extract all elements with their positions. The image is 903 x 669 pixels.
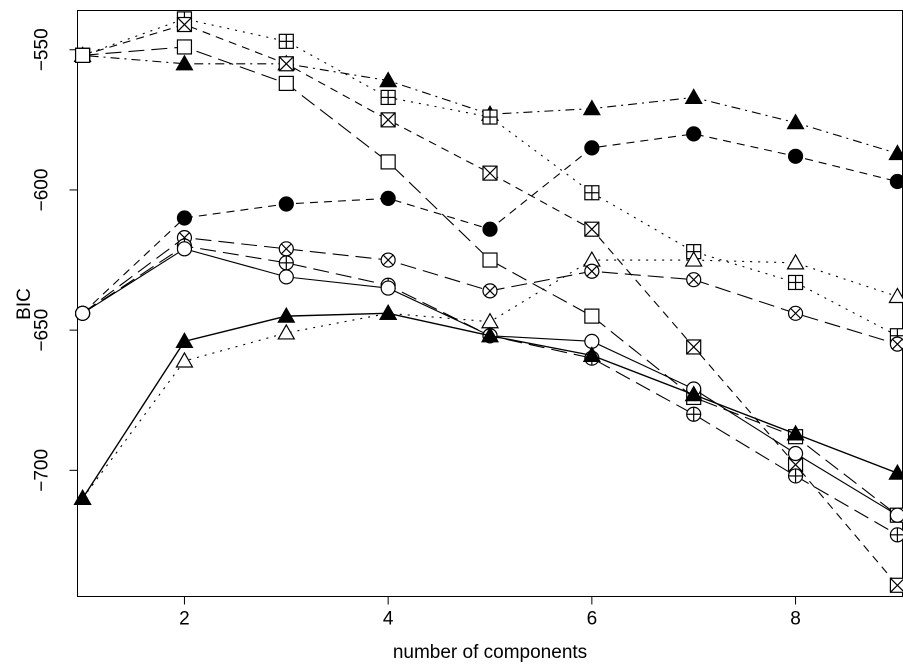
- y-tick-label: −700: [32, 449, 53, 492]
- data-point-open-triangle: [277, 323, 296, 340]
- data-point-filled-circle: [889, 173, 903, 190]
- data-point-open-circle: [74, 305, 91, 321]
- series-line: [82, 54, 898, 155]
- marker-x-b: [482, 165, 498, 181]
- data-point-open-square: [176, 39, 193, 55]
- data-point-filled-circle: [482, 221, 498, 237]
- data-point-filled-triangle: [888, 144, 903, 161]
- x-axis-label: number of components: [393, 642, 587, 663]
- marker-x-b: [686, 339, 702, 355]
- marker-x-b: [586, 265, 598, 277]
- data-point-open-square: [482, 252, 498, 268]
- marker-x-b: [380, 112, 396, 128]
- data-point-filled-circle: [686, 126, 702, 142]
- data-point-filled-triangle: [786, 113, 805, 130]
- data-point-open-circle: [278, 269, 294, 285]
- marker-x-b: [177, 17, 192, 32]
- data-point-open-square: [380, 154, 396, 170]
- data-point-open-circle: [889, 507, 903, 523]
- marker-x-b: [584, 221, 600, 237]
- x-tick-label: 6: [587, 609, 598, 630]
- data-point-filled-triangle: [582, 99, 601, 116]
- data-point-filled-triangle: [379, 304, 398, 320]
- data-point-filled-triangle: [888, 463, 903, 480]
- y-axis-label: BIC: [14, 288, 35, 320]
- marker-x-b: [889, 578, 903, 593]
- marker-x-b: [688, 274, 700, 286]
- data-point-filled-circle: [278, 196, 294, 212]
- data-point-open-square: [584, 308, 600, 324]
- series-1: [73, 46, 903, 161]
- data-point-filled-circle: [584, 140, 600, 156]
- data-point-filled-triangle: [684, 385, 703, 402]
- data-point-open-circle: [176, 241, 193, 257]
- data-point-filled-circle: [176, 210, 193, 226]
- data-point-filled-triangle: [684, 88, 703, 105]
- data-point-open-triangle: [786, 253, 805, 270]
- series-markers: [73, 304, 903, 505]
- x-tick-label: 4: [383, 609, 394, 630]
- data-point-filled-triangle: [175, 332, 194, 348]
- series-markers: [74, 16, 903, 593]
- data-point-filled-triangle: [786, 424, 805, 441]
- data-point-open-triangle: [888, 287, 903, 304]
- marker-x-b: [280, 243, 292, 255]
- plot-frame: [77, 10, 903, 597]
- data-point-open-circle: [380, 280, 396, 296]
- data-point-open-circle: [787, 445, 804, 462]
- data-point-filled-triangle: [480, 326, 500, 343]
- y-tick-label: −650: [32, 309, 53, 352]
- data-point-filled-triangle: [379, 71, 398, 88]
- marker-x-b: [892, 338, 903, 350]
- series-markers: [74, 241, 903, 523]
- data-point-filled-triangle: [73, 489, 92, 505]
- y-tick-label: −600: [32, 169, 53, 212]
- data-point-filled-triangle: [277, 306, 296, 323]
- x-tick-label: 2: [179, 609, 190, 630]
- series-4: [74, 16, 903, 593]
- series-line: [82, 23, 898, 586]
- marker-x-b: [790, 307, 801, 319]
- series-10: [73, 304, 903, 505]
- data-point-filled-circle: [380, 190, 396, 206]
- data-point-open-triangle: [684, 250, 703, 267]
- data-point-filled-triangle: [582, 346, 601, 362]
- series-line: [82, 46, 898, 516]
- axes-layer: 2 4 6 8 −550 −600 −650 −700: [32, 28, 801, 629]
- marker-x-b: [788, 457, 803, 473]
- x-tick-label: 8: [790, 609, 801, 630]
- series-layer: [73, 11, 903, 593]
- marker-x-b: [484, 285, 496, 297]
- data-point-filled-circle: [787, 148, 804, 164]
- marker-x-b: [278, 56, 294, 72]
- data-point-open-square: [278, 75, 294, 91]
- data-point-filled-triangle: [175, 54, 194, 71]
- y-tick-label: −550: [32, 28, 53, 71]
- marker-x-b: [382, 254, 394, 266]
- data-point-open-triangle: [175, 351, 194, 368]
- data-point-open-triangle: [480, 312, 500, 329]
- data-point-open-square: [74, 47, 91, 63]
